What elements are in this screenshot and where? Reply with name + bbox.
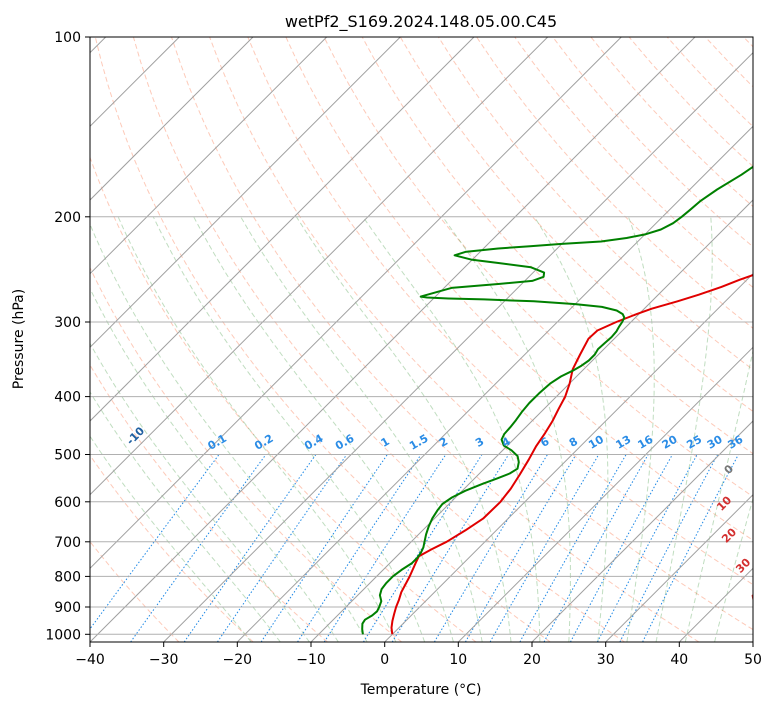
background-lines: [90, 37, 753, 642]
dry-adiabat: [361, 37, 753, 455]
mixing-ratio-line: [216, 454, 348, 642]
isotherm: [384, 272, 753, 642]
moist-adiabat-label: 40: [748, 585, 768, 605]
isotherm: [90, 37, 475, 422]
chart-title: wetPf2_S169.2024.148.05.00.C45: [285, 12, 557, 32]
moist-adiabat: [193, 216, 454, 642]
isotherm: [605, 493, 753, 642]
y-tick-label: 800: [54, 569, 81, 585]
dry-adiabat: [209, 37, 753, 631]
moist-adiabat: [90, 223, 368, 642]
moist-adiabat: [117, 216, 397, 642]
moist-adiabat: [90, 391, 281, 642]
moist-adiabat: [90, 342, 310, 642]
moist-adiabat: [714, 496, 753, 642]
dry-adiabat: [514, 37, 753, 289]
x-tick-label: 0: [380, 652, 389, 668]
moist-adiabat: [90, 287, 339, 642]
mixing-ratio-line: [297, 454, 422, 642]
x-tick-label: 30: [597, 652, 615, 668]
x-tick-label: 20: [523, 652, 541, 668]
moist-adiabat: [295, 216, 512, 642]
dry-adiabat: [90, 540, 180, 642]
isotherm: [310, 199, 753, 642]
y-tick-label: 500: [54, 448, 81, 464]
dry-adiabat: [171, 37, 700, 642]
x-tick-label: 40: [670, 652, 688, 668]
temperature-profile-line: [390, 273, 753, 635]
mixing-ratio-line: [90, 454, 220, 630]
dry-adiabat: [132, 37, 625, 642]
moist-adiabat: [152, 216, 426, 642]
y-tick-label: 100: [54, 30, 81, 46]
moist-adiabat: [362, 216, 541, 642]
isotherm: [90, 37, 696, 642]
isotherm: [752, 641, 753, 642]
moist-adiabat: [240, 216, 483, 642]
moist-adiabat: [626, 216, 655, 642]
dry-adiabat: [247, 37, 753, 586]
isotherm: [90, 37, 401, 349]
isotherm: [531, 420, 753, 642]
y-tick-label: 200: [54, 210, 81, 226]
mixing-ratio-line: [464, 454, 577, 642]
dry-adiabat: [285, 37, 753, 541]
y-tick-label: 700: [54, 535, 81, 551]
y-tick-label: 400: [54, 390, 81, 406]
x-tick-label: −30: [149, 652, 179, 668]
mixing-ratio-line: [519, 454, 627, 642]
dry-adiabat: [437, 37, 753, 371]
isotherm: [90, 37, 622, 570]
isotherm: [90, 37, 549, 496]
mixing-ratio-line: [543, 454, 649, 642]
x-tick-label: −10: [296, 652, 326, 668]
y-tick-label: 1000: [45, 627, 81, 643]
isotherm: [90, 37, 254, 201]
isotherm: [236, 125, 753, 642]
plot-background: [90, 37, 753, 642]
mixing-ratio-line: [323, 454, 447, 642]
plot-frame: [89, 36, 754, 643]
x-tick-label: −40: [75, 652, 105, 668]
isotherm: [90, 37, 328, 275]
dry-adiabat: [90, 155, 477, 642]
x-tick-label: 10: [449, 652, 467, 668]
mixing-ratio-line: [642, 454, 739, 642]
x-axis-label: Temperature (°C): [360, 682, 482, 698]
axes: −40 −30 −20 −10 0 10 20 30 40 50 100 200 300 400 500 60…: [45, 30, 762, 668]
mixing-ratio-line: [433, 454, 548, 642]
dry-adiabat: [90, 364, 328, 642]
moist-adiabat: [90, 435, 252, 642]
isotherm: [163, 51, 753, 642]
profile-lines: [361, 165, 753, 635]
y-tick-label: 300: [54, 315, 81, 331]
x-tick-label: 50: [744, 652, 762, 668]
y-tick-label: 600: [54, 495, 81, 511]
moist-adiabat: [655, 216, 713, 642]
x-tick-label: −20: [223, 652, 253, 668]
dewpoint-profile-line: [361, 165, 753, 635]
isotherm: [457, 346, 753, 642]
mixing-ratio-line: [489, 454, 600, 642]
y-axis-label: Pressure (hPa): [11, 289, 27, 389]
dry-adiabat: [94, 37, 551, 642]
mixing-ratio-line: [569, 454, 673, 642]
y-tick-label: 900: [54, 600, 81, 616]
mixing-ratio-line: [183, 454, 317, 642]
dry-adiabat: [90, 454, 254, 642]
